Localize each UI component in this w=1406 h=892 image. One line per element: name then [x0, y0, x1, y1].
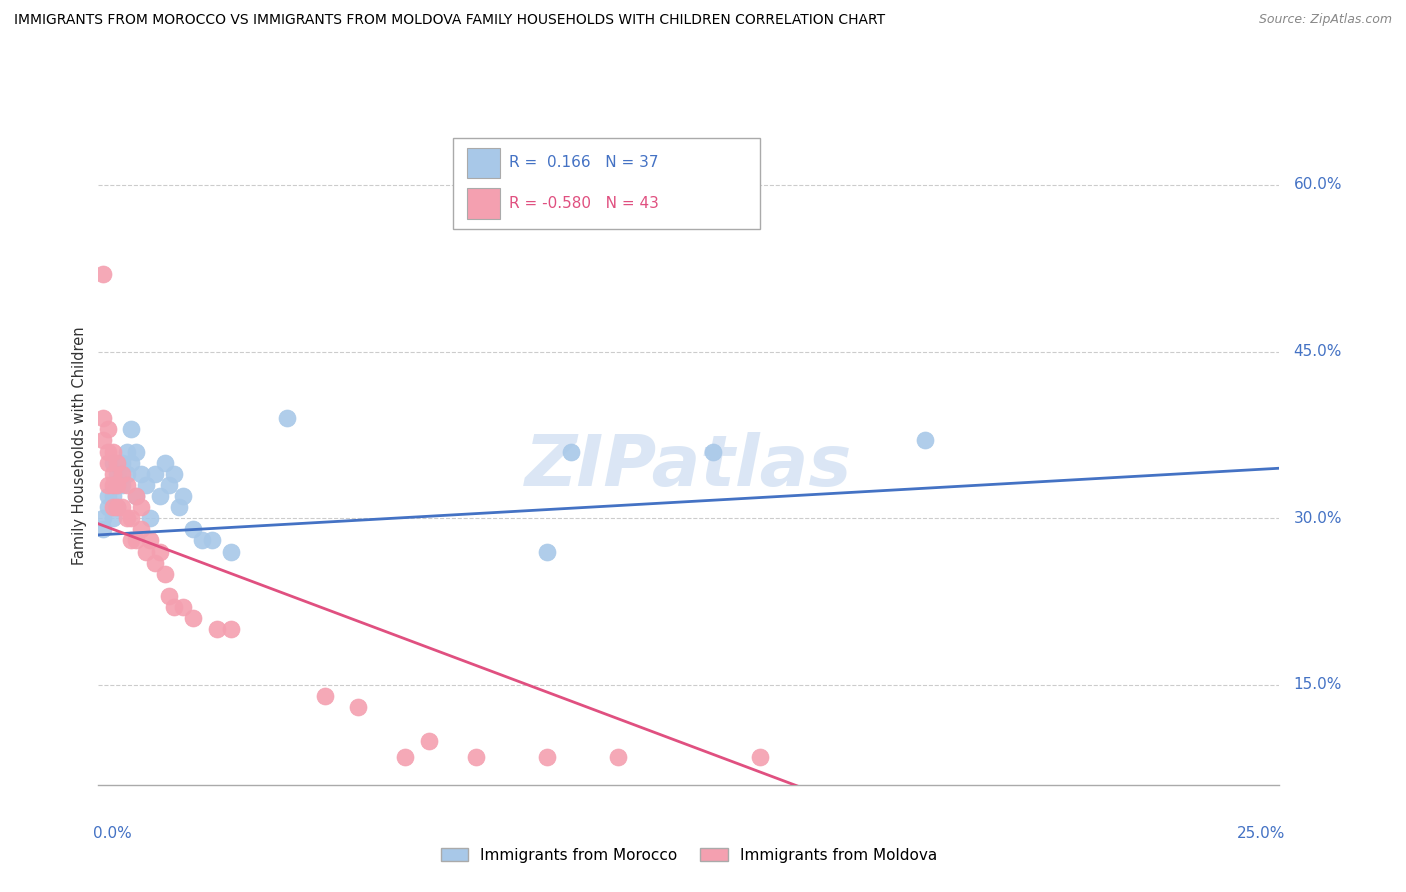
Point	[105, 500, 128, 515]
Point	[125, 444, 148, 458]
Point	[276, 411, 298, 425]
Point	[105, 467, 128, 481]
Point	[115, 467, 138, 481]
Point	[115, 444, 138, 458]
Point	[101, 500, 124, 515]
Point	[97, 478, 120, 492]
Text: 25.0%: 25.0%	[1237, 826, 1285, 840]
Point	[314, 689, 336, 703]
Point	[97, 456, 120, 470]
Point	[121, 533, 143, 548]
Point	[111, 467, 134, 481]
Text: 30.0%: 30.0%	[1294, 511, 1343, 525]
Point	[101, 444, 124, 458]
Point	[163, 467, 186, 481]
Point	[105, 478, 128, 492]
Point	[111, 478, 134, 492]
Y-axis label: Family Households with Children: Family Households with Children	[72, 326, 87, 566]
Point	[181, 522, 204, 536]
Point	[91, 411, 114, 425]
Text: ZIPatlas: ZIPatlas	[526, 432, 852, 500]
Point	[121, 456, 143, 470]
Point	[121, 422, 143, 436]
Text: IMMIGRANTS FROM MOROCCO VS IMMIGRANTS FROM MOLDOVA FAMILY HOUSEHOLDS WITH CHILDR: IMMIGRANTS FROM MOROCCO VS IMMIGRANTS FR…	[14, 13, 886, 28]
Point	[560, 444, 582, 458]
Point	[143, 467, 166, 481]
Point	[153, 566, 176, 581]
Point	[91, 522, 114, 536]
Point	[97, 500, 120, 515]
Point	[536, 544, 558, 558]
Point	[129, 467, 152, 481]
Point	[163, 600, 186, 615]
Point	[105, 478, 128, 492]
Point	[157, 589, 180, 603]
Point	[139, 511, 162, 525]
Point	[394, 750, 416, 764]
Point	[172, 489, 194, 503]
Point	[125, 489, 148, 503]
Point	[172, 600, 194, 615]
Point	[125, 489, 148, 503]
Point	[101, 456, 124, 470]
Point	[105, 456, 128, 470]
Point	[139, 533, 162, 548]
Point	[205, 623, 228, 637]
Point	[97, 489, 120, 503]
Point	[105, 500, 128, 515]
Point	[149, 544, 172, 558]
Text: Source: ZipAtlas.com: Source: ZipAtlas.com	[1258, 13, 1392, 27]
Point	[347, 700, 370, 714]
Point	[418, 733, 440, 747]
Text: 0.0%: 0.0%	[93, 826, 131, 840]
Point	[91, 511, 114, 525]
Text: 15.0%: 15.0%	[1294, 677, 1341, 692]
Point	[149, 489, 172, 503]
Point	[748, 750, 770, 764]
Point	[115, 511, 138, 525]
Point	[101, 511, 124, 525]
Point	[111, 456, 134, 470]
Point	[219, 623, 242, 637]
Point	[111, 500, 134, 515]
Point	[167, 500, 190, 515]
Point	[91, 267, 114, 281]
Point	[135, 478, 157, 492]
Point	[153, 456, 176, 470]
Text: R =  0.166   N = 37: R = 0.166 N = 37	[509, 155, 659, 170]
Point	[97, 422, 120, 436]
Point	[702, 444, 724, 458]
Point	[914, 434, 936, 448]
Point	[157, 478, 180, 492]
Point	[115, 478, 138, 492]
Point	[121, 511, 143, 525]
Bar	[467, 188, 501, 219]
Point	[125, 533, 148, 548]
Text: R = -0.580   N = 43: R = -0.580 N = 43	[509, 196, 659, 211]
Point	[191, 533, 214, 548]
Point	[181, 611, 204, 625]
Point	[143, 556, 166, 570]
Point	[101, 489, 124, 503]
Point	[201, 533, 224, 548]
Legend: Immigrants from Morocco, Immigrants from Moldova: Immigrants from Morocco, Immigrants from…	[434, 841, 943, 869]
Point	[91, 434, 114, 448]
Point	[536, 750, 558, 764]
Point	[129, 522, 152, 536]
Point	[465, 750, 488, 764]
Point	[135, 544, 157, 558]
Point	[129, 500, 152, 515]
Point	[219, 544, 242, 558]
Text: 45.0%: 45.0%	[1294, 344, 1341, 359]
Bar	[467, 148, 501, 178]
Point	[97, 444, 120, 458]
Point	[101, 467, 124, 481]
FancyBboxPatch shape	[453, 137, 759, 229]
Point	[101, 478, 124, 492]
Point	[607, 750, 630, 764]
Text: 60.0%: 60.0%	[1294, 178, 1343, 193]
